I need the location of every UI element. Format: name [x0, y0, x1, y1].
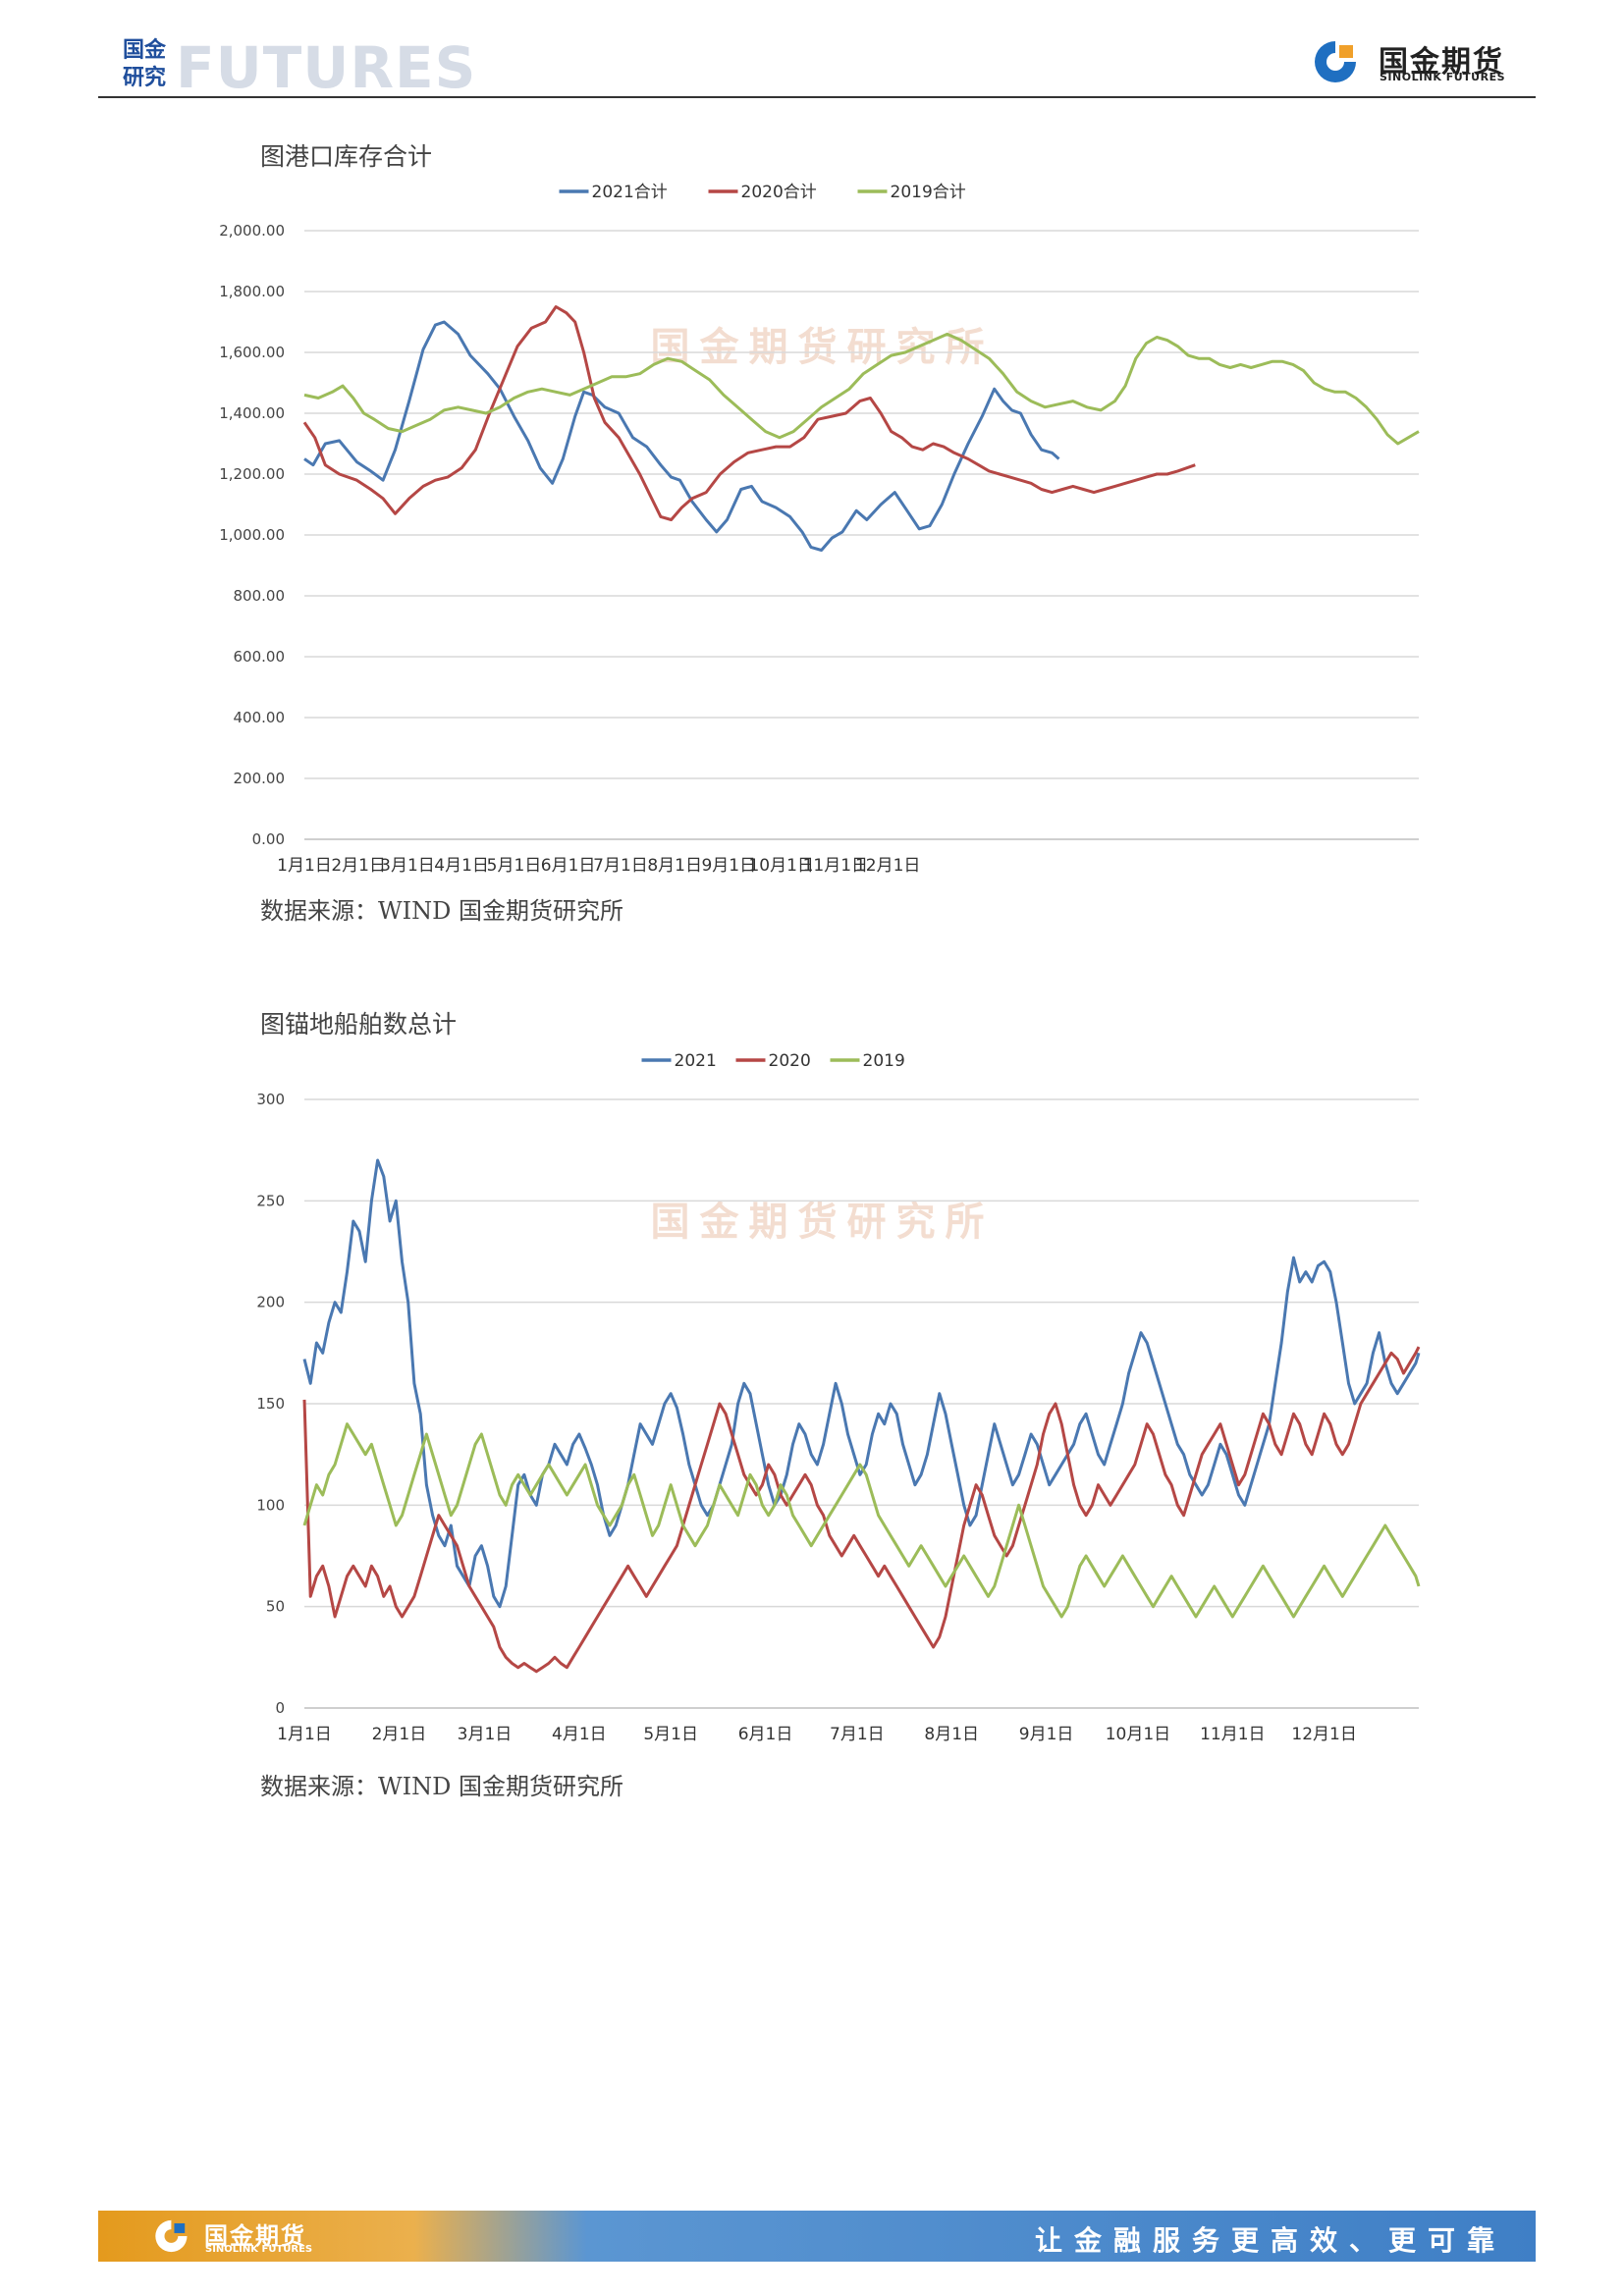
page-footer: 国金期货 SINOLINK FUTURES 让金融服务更高效、更可靠 [98, 2211, 1536, 2262]
y-tick-label: 0.00 [252, 830, 285, 848]
x-tick-label: 9月1日 [701, 856, 756, 876]
y-tick-label: 0 [275, 1699, 285, 1717]
x-tick-label: 2月1日 [331, 856, 386, 876]
y-tick-label: 250 [256, 1192, 285, 1209]
x-tick-label: 1月1日 [277, 1725, 332, 1744]
legend-label: 2021合计 [592, 183, 668, 202]
company-logo: 国金期货 SINOLINK FUTURES [1312, 39, 1538, 84]
legend-label: 2020 [769, 1051, 811, 1071]
company-name-en: SINOLINK FUTURES [1380, 71, 1506, 83]
x-tick-label: 10月1日 [1106, 1725, 1170, 1744]
research-brand-line-1: 国金 [123, 38, 167, 63]
x-tick-label: 5月1日 [487, 856, 542, 876]
legend-label: 2019合计 [891, 183, 966, 202]
x-tick-label: 10月1日 [748, 856, 813, 876]
chart-title-port-inventory: 图港口库存合计 [260, 142, 433, 171]
x-tick-label: 6月1日 [738, 1725, 793, 1744]
company-name: 国金期货 [1379, 45, 1504, 80]
y-tick-label: 2,000.00 [219, 222, 285, 240]
legend-label: 2019 [863, 1051, 905, 1071]
x-tick-label: 2月1日 [372, 1725, 427, 1744]
y-tick-label: 200.00 [234, 770, 286, 787]
x-tick-label: 9月1日 [1019, 1725, 1074, 1744]
port-inventory-chart: 国金期货研究所 0.00 200.00 400.00 600.00 800.00 1,000… [219, 183, 1420, 876]
chart-source-anchorage-ships: 数据来源：WIND 国金期货研究所 [260, 1773, 624, 1800]
x-tick-label: 8月1日 [647, 856, 702, 876]
legend-label: 2021 [675, 1051, 717, 1071]
y-tick-label: 50 [266, 1598, 285, 1616]
sinolink-logo-icon [1315, 41, 1357, 82]
series-line-2021合计 [303, 320, 1060, 552]
research-brand-line-2: 研究 [123, 66, 167, 90]
series-line-2019 [302, 1422, 1421, 1619]
y-tick-label: 800.00 [234, 587, 286, 605]
series-line-2020 [302, 1346, 1421, 1674]
series-line-2019合计 [303, 332, 1420, 446]
legend-label: 2020合计 [741, 183, 817, 202]
footer-bar [98, 2211, 1536, 2262]
anchorage-ships-chart: 国金期货研究所 0 50 100 150 200 250 300 1月1日 2月1日 3月1日 4月1… [256, 1051, 1421, 1744]
y-tick-label: 1,000.00 [219, 526, 285, 544]
futures-watermark-text: FUTURES [176, 34, 477, 101]
x-tick-label: 12月1日 [1291, 1725, 1356, 1744]
x-tick-label: 11月1日 [1200, 1725, 1265, 1744]
x-tick-label: 12月1日 [855, 856, 920, 876]
y-tick-label: 600.00 [234, 648, 286, 666]
footer-logo-icon [155, 2219, 189, 2253]
x-tick-label: 1月1日 [277, 856, 332, 876]
x-tick-label: 7月1日 [593, 856, 648, 876]
y-tick-label: 1,400.00 [219, 404, 285, 422]
y-tick-label: 100 [256, 1496, 285, 1514]
x-tick-label: 4月1日 [434, 856, 489, 876]
watermark-text: 国金期货研究所 [651, 325, 995, 370]
footer-company-name-en: SINOLINK FUTURES [205, 2244, 313, 2255]
x-tick-label: 3月1日 [380, 856, 435, 876]
x-tick-label: 4月1日 [552, 1725, 607, 1744]
footer-slogan: 让金融服务更高效、更可靠 [1034, 2224, 1506, 2257]
x-tick-label: 7月1日 [830, 1725, 885, 1744]
y-tick-label: 200 [256, 1294, 285, 1311]
header-divider [98, 96, 1536, 98]
x-tick-label: 11月1日 [803, 856, 868, 876]
footer-company-name: 国金期货 [204, 2222, 306, 2250]
y-tick-label: 1,600.00 [219, 344, 285, 361]
y-tick-label: 150 [256, 1395, 285, 1413]
x-tick-label: 5月1日 [643, 1725, 698, 1744]
y-tick-label: 400.00 [234, 709, 286, 726]
watermark-text: 国金期货研究所 [651, 1200, 995, 1245]
y-tick-label: 300 [256, 1091, 285, 1108]
chart-source-port-inventory: 数据来源：WIND 国金期货研究所 [260, 897, 624, 925]
research-brand-label: 国金 研究 [123, 37, 182, 92]
x-tick-label: 8月1日 [924, 1725, 979, 1744]
y-tick-label: 1,800.00 [219, 283, 285, 300]
x-tick-label: 6月1日 [541, 856, 596, 876]
x-tick-label: 3月1日 [458, 1725, 513, 1744]
series-line-2020合计 [302, 305, 1196, 521]
y-tick-label: 1,200.00 [219, 465, 285, 483]
chart-title-anchorage-ships: 图锚地船舶数总计 [260, 1010, 458, 1039]
